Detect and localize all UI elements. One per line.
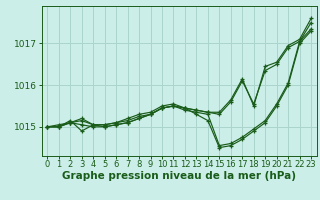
X-axis label: Graphe pression niveau de la mer (hPa): Graphe pression niveau de la mer (hPa): [62, 171, 296, 181]
